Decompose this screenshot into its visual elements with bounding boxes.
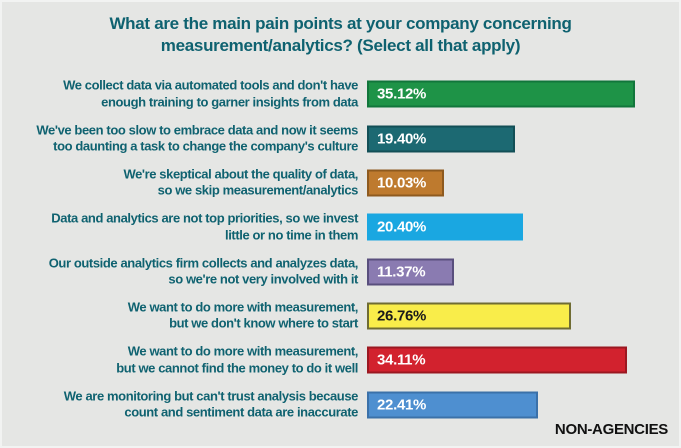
bar-value-label: 19.40%	[377, 130, 427, 148]
bar-category-label-line: Data and analytics are not top prioritie…	[51, 210, 358, 226]
bar-category-label: We want to do more with measurement, but …	[0, 299, 359, 332]
bar-category-label-line: count and sentiment data are inaccurate	[124, 404, 358, 420]
chart-title: What are the main pain points at your co…	[0, 13, 681, 57]
bar-category-label-line: little or no time in them	[224, 227, 358, 243]
bar-value-label: 26.76%	[377, 307, 427, 325]
bar-category-label: Data and analytics are not top prioritie…	[0, 211, 358, 244]
bar-value-label: 35.12%	[377, 85, 427, 103]
bar-category-label: We're skeptical about the quality of dat…	[0, 166, 358, 199]
bar: 34.11%	[367, 346, 628, 374]
bar: 19.40%	[367, 125, 516, 153]
bar-row: We're skeptical about the quality of dat…	[0, 161, 681, 205]
bar: 10.03%	[367, 169, 444, 197]
bar-category-label-line: We've been too slow to embrace data and …	[36, 122, 358, 138]
bar-category-label-line: We want to do more with measurement,	[127, 299, 359, 315]
bar-category-label: Our outside analytics firm collects and …	[0, 255, 359, 288]
chart-title-line-2: measurement/analytics? (Select all that …	[160, 36, 521, 55]
bar: 20.40%	[367, 213, 523, 241]
bar-category-label-line: We are monitoring but can't trust analys…	[63, 388, 359, 404]
bar-category-label-line: We collect data via automated tools and …	[63, 77, 358, 93]
bar-value-label: 10.03%	[377, 174, 427, 192]
bar-category-label-line: enough training to garner insights from …	[101, 94, 358, 110]
bar-value-label: 11.37%	[377, 263, 426, 281]
bar-row: We've been too slow to embrace data and …	[0, 116, 681, 160]
bar-row: Our outside analytics firm collects and …	[0, 249, 681, 293]
bar: 35.12%	[367, 80, 635, 108]
bar-value-label: 20.40%	[377, 218, 427, 236]
bar-value-label: 34.11%	[377, 351, 426, 369]
bar-category-label-line: but we cannot find the money to do it we…	[116, 360, 358, 376]
chart-footnote: NON-AGENCIES	[554, 421, 668, 438]
bar-rows: We collect data via automated tools and …	[0, 72, 681, 427]
bar-category-label-line: We're skeptical about the quality of dat…	[123, 166, 358, 182]
bar-row: We want to do more with measurement, but …	[0, 338, 681, 382]
bar-category-label: We collect data via automated tools and …	[0, 78, 358, 111]
bar-category-label-line: but we don't know where to start	[169, 315, 358, 331]
bar: 11.37%	[367, 258, 454, 286]
bar-category-label-line: so we skip measurement/analytics	[157, 182, 359, 198]
bar-category-label-line: too daunting a task to change the compan…	[53, 138, 358, 154]
bar-category-label: We want to do more with measurement, but …	[0, 344, 358, 377]
bar-category-label: We are monitoring but can't trust analys…	[0, 388, 359, 421]
chart-title-line-1: What are the main pain points at your co…	[109, 14, 572, 33]
bar: 26.76%	[367, 302, 572, 330]
bar-value-label: 22.41%	[377, 396, 427, 414]
bar-row: Data and analytics are not top prioritie…	[0, 205, 681, 249]
bar-category-label-line: so we're not very involved with it	[168, 271, 358, 287]
bar-category-label-line: Our outside analytics firm collects and …	[48, 255, 359, 271]
bar: 22.41%	[367, 391, 538, 419]
bar-category-label: We've been too slow to embrace data and …	[0, 122, 358, 155]
bar-category-label-line: We want to do more with measurement,	[127, 343, 359, 359]
bar-row: We are monitoring but can't trust analys…	[0, 382, 681, 426]
bar-row: We collect data via automated tools and …	[0, 72, 681, 116]
bar-row: We want to do more with measurement, but …	[0, 294, 681, 338]
